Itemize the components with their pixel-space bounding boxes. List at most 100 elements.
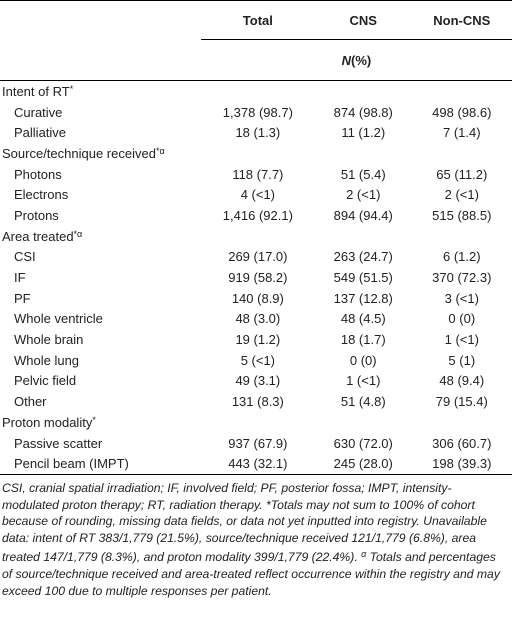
- cell-total: 937 (67.9): [228, 435, 288, 451]
- cell-cns: 549 (51.5): [333, 270, 393, 286]
- cell-total: 140 (8.9): [231, 290, 284, 306]
- cell-cns: 0 (0): [349, 352, 377, 368]
- table-row: Whole lung 5 (<1) 0 (0) 5 (1): [0, 350, 512, 371]
- unit-percent: (%): [350, 52, 372, 68]
- cell-cns: 245 (28.0): [314, 453, 412, 476]
- section-label-text: Area treated: [2, 228, 74, 244]
- row-label: Whole lung: [14, 352, 80, 368]
- section-footnote-mark: *: [69, 83, 74, 94]
- row-label: Photons: [14, 166, 62, 182]
- section-footnote-mark: *α: [155, 145, 165, 156]
- table-row: Whole ventricle 48 (3.0) 48 (4.5) 0 (0): [0, 309, 512, 330]
- cell-cns: 2 (<1): [346, 187, 381, 203]
- row-label: CSI: [14, 249, 36, 265]
- header-non-cns: Non-CNS: [411, 0, 512, 40]
- section-row: Area treated*α: [0, 226, 512, 247]
- row-label: Electrons: [14, 187, 69, 203]
- unit-row: N(%): [0, 39, 512, 81]
- table-row: PF 140 (8.9) 137 (12.8) 3 (<1): [0, 288, 512, 309]
- unit-n: N: [341, 52, 351, 68]
- row-label: Curative: [14, 104, 63, 120]
- header-cns: CNS: [314, 0, 412, 40]
- row-label: Passive scatter: [14, 435, 103, 451]
- cell-cns: 137 (12.8): [333, 290, 393, 306]
- row-label: PF: [14, 290, 31, 306]
- cell-non-cns: 2 (<1): [444, 187, 479, 203]
- row-label: Palliative: [14, 125, 67, 141]
- cell-non-cns: 515 (88.5): [432, 207, 492, 223]
- table-row: CSI 269 (17.0) 263 (24.7) 6 (1.2): [0, 247, 512, 268]
- cell-cns: 48 (4.5): [340, 311, 386, 327]
- section-label: Proton modality*: [0, 412, 201, 433]
- cell-non-cns: 3 (<1): [444, 290, 479, 306]
- section-label: Source/technique received*α: [0, 143, 201, 164]
- unit-header: N(%): [200, 39, 512, 81]
- cell-non-cns: 7 (1.4): [443, 125, 481, 141]
- cell-non-cns: 306 (60.7): [432, 435, 492, 451]
- row-label: Other: [14, 394, 47, 410]
- cell-total: 48 (3.0): [235, 311, 281, 327]
- header-total: Total: [200, 0, 315, 40]
- cell-cns: 18 (1.7): [340, 332, 386, 348]
- table-row: Other 131 (8.3) 51 (4.8) 79 (15.4): [0, 391, 512, 412]
- cell-total: 19 (1.2): [235, 332, 281, 348]
- table-row: Pencil beam (IMPT) 443 (32.1) 245 (28.0) 19…: [0, 453, 512, 476]
- cell-non-cns: 79 (15.4): [435, 394, 488, 410]
- cell-total: 1,378 (98.7): [222, 104, 293, 120]
- row-label: Pelvic field: [14, 373, 77, 389]
- results-table: Total CNS Non-CNS N(%) Intent of RT* Cura…: [0, 0, 512, 476]
- cell-total: 49 (3.1): [235, 373, 281, 389]
- cell-cns: 263 (24.7): [333, 249, 393, 265]
- cell-non-cns: 48 (9.4): [439, 373, 485, 389]
- section-label-text: Intent of RT: [2, 83, 70, 99]
- cell-non-cns: 198 (39.3): [411, 453, 512, 476]
- section-label-text: Proton modality: [2, 414, 93, 430]
- row-label: IF: [14, 270, 26, 286]
- cell-cns: 874 (98.8): [333, 104, 393, 120]
- footnote-alpha-text: Totals and percentages of source/techniq…: [2, 550, 500, 598]
- section-row: Source/technique received*α: [0, 143, 512, 164]
- row-label: Whole ventricle: [14, 311, 103, 327]
- cell-non-cns: 498 (98.6): [432, 104, 492, 120]
- cell-total: 5 (<1): [240, 352, 276, 368]
- section-label-text: Source/technique received: [2, 145, 156, 161]
- table-row: Palliative 18 (1.3) 11 (1.2) 7 (1.4): [0, 122, 512, 143]
- cell-non-cns: 6 (1.2): [443, 249, 481, 265]
- table-row: Photons 118 (7.7) 51 (5.4) 65 (11.2): [0, 164, 512, 185]
- header-row: Total CNS Non-CNS: [0, 0, 512, 40]
- cell-non-cns: 1 (<1): [444, 332, 479, 348]
- cell-cns: 630 (72.0): [333, 435, 393, 451]
- cell-total: 131 (8.3): [231, 394, 284, 410]
- cell-total: 4 (<1): [240, 187, 276, 203]
- cell-cns: 51 (4.8): [340, 394, 386, 410]
- footnote-alpha-mark: α: [361, 549, 367, 560]
- section-label: Area treated*α: [0, 226, 201, 247]
- cell-total: 1,416 (92.1): [222, 207, 293, 223]
- table-row: IF 919 (58.2) 549 (51.5) 370 (72.3): [0, 267, 512, 288]
- cell-total: 269 (17.0): [228, 249, 288, 265]
- section-row: Proton modality*: [0, 412, 512, 433]
- row-label: Pencil beam (IMPT): [0, 453, 201, 476]
- cell-cns: 894 (94.4): [333, 207, 393, 223]
- footnote-main: CSI, cranial spatial irradiation; IF, in…: [2, 481, 487, 565]
- cell-non-cns: 370 (72.3): [432, 270, 492, 286]
- table-row: Curative 1,378 (98.7) 874 (98.8) 498 (98.6): [0, 102, 512, 123]
- cell-non-cns: 0 (0): [448, 311, 476, 327]
- cell-total: 919 (58.2): [228, 270, 288, 286]
- cell-total: 443 (32.1): [200, 453, 315, 476]
- table-footnote: CSI, cranial spatial irradiation; IF, in…: [2, 480, 508, 599]
- table-body: Intent of RT* Curative 1,378 (98.7) 874 (98…: [0, 81, 512, 476]
- table-row: Whole brain 19 (1.2) 18 (1.7) 1 (<1): [0, 329, 512, 350]
- cell-total: 118 (7.7): [232, 166, 284, 182]
- section-label: Intent of RT*: [0, 81, 201, 102]
- table-row: Pelvic field 49 (3.1) 1 (<1) 48 (9.4): [0, 371, 512, 392]
- table-row: Electrons 4 (<1) 2 (<1) 2 (<1): [0, 184, 512, 205]
- cell-total: 18 (1.3): [235, 125, 281, 141]
- section-footnote-mark: *α: [73, 228, 83, 239]
- table-row: Protons 1,416 (92.1) 894 (94.4) 515 (88.5): [0, 205, 512, 226]
- cell-cns: 11 (1.2): [341, 125, 386, 141]
- table-row: Passive scatter 937 (67.9) 630 (72.0) 306 (…: [0, 433, 512, 454]
- section-footnote-mark: *: [92, 414, 96, 425]
- row-label: Whole brain: [14, 332, 84, 348]
